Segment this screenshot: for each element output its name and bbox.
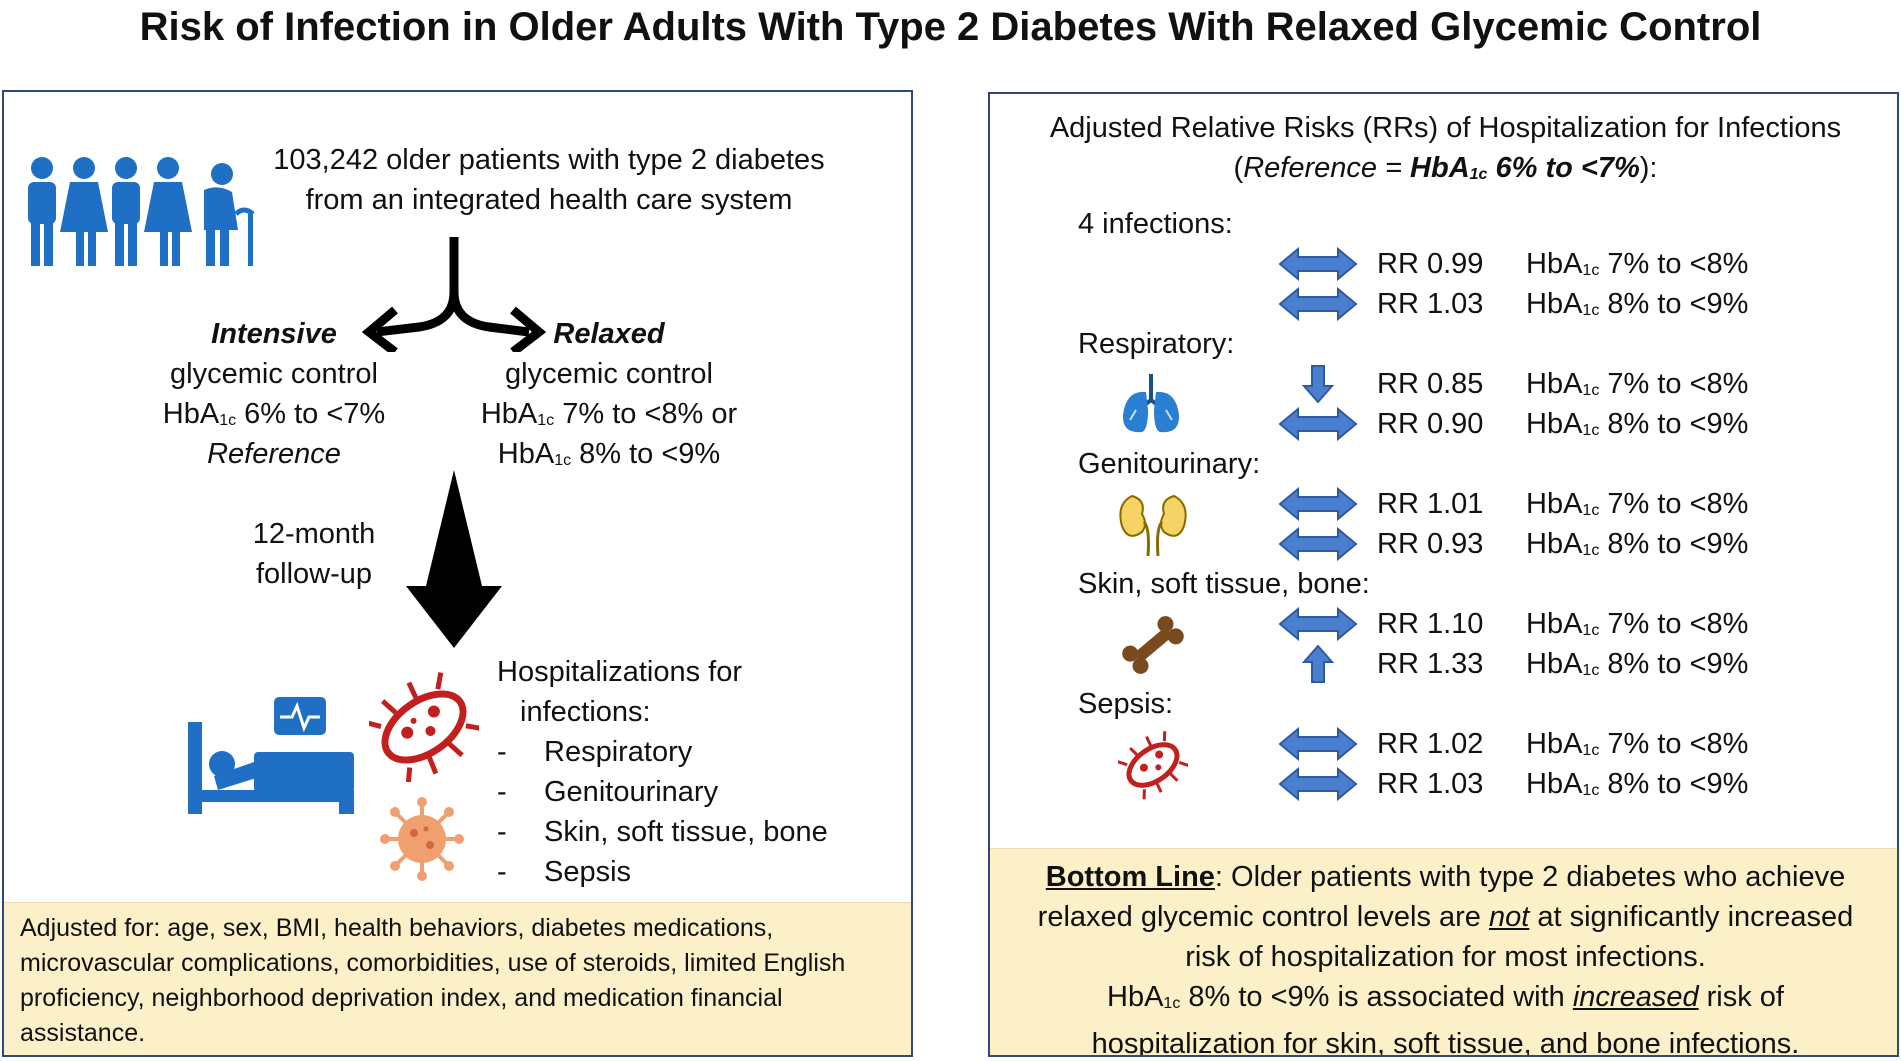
- outcome-genitourinary: Genitourinary: [544, 776, 719, 808]
- outcome-bullet: -: [497, 856, 507, 888]
- hba1c-level: HbA1c 8% to <9%: [1526, 408, 1749, 440]
- rr-value: RR 1.10: [1377, 608, 1484, 640]
- rr-value: RR 1.03: [1377, 288, 1484, 320]
- hba1c-level: HbA1c 8% to <9%: [1526, 528, 1749, 560]
- population-line-2: from an integrated health care system: [305, 184, 793, 216]
- page-title: Risk of Infection in Older Adults With T…: [139, 5, 1762, 49]
- rr-value: RR 1.03: [1377, 768, 1484, 800]
- double-arrow-icon: [1278, 486, 1358, 522]
- intensive-reference: Reference: [207, 438, 341, 470]
- branch-arrow-icon: [361, 237, 547, 352]
- hba1c-level: HbA1c 8% to <9%: [1526, 648, 1749, 680]
- outcome-respiratory: Respiratory: [544, 736, 693, 768]
- intensive-hba1c: HbA1c 6% to <7%: [162, 398, 386, 430]
- intensive-label: Intensive: [211, 318, 337, 350]
- bone-icon: [1122, 616, 1184, 674]
- relaxed-line-1: glycemic control: [505, 358, 713, 390]
- hospital-bed-icon: [188, 722, 354, 814]
- rr-value: RR 0.99: [1377, 248, 1484, 280]
- group-name: Skin, soft tissue, bone:: [1078, 568, 1370, 600]
- rr-value: RR 0.85: [1377, 368, 1484, 400]
- results-panel: Adjusted Relative Risks (RRs) of Hospita…: [988, 92, 1899, 1057]
- double-arrow-icon: [1278, 726, 1358, 762]
- double-arrow-icon: [1278, 286, 1358, 322]
- intensive-line-1: glycemic control: [170, 358, 378, 390]
- lungs-icon: [1122, 374, 1180, 433]
- outcome-bullet: -: [497, 776, 507, 808]
- population-line-1: 103,242 older patients with type 2 diabe…: [273, 144, 825, 176]
- hba1c-level: HbA1c 8% to <9%: [1526, 768, 1749, 800]
- double-arrow-icon: [1278, 406, 1358, 442]
- hba1c-level: HbA1c 7% to <8%: [1526, 368, 1749, 400]
- relaxed-hba1c-1: HbA1c 7% to <8% or: [480, 398, 738, 430]
- double-arrow-icon: [1278, 766, 1358, 802]
- hba1c-level: HbA1c 7% to <8%: [1526, 488, 1749, 520]
- rr-value: RR 1.01: [1377, 488, 1484, 520]
- hba1c-level: HbA1c 7% to <8%: [1526, 728, 1749, 760]
- heart-monitor-icon: [274, 697, 326, 735]
- double-arrow-icon: [1278, 606, 1358, 642]
- relaxed-label: Relaxed: [553, 318, 665, 350]
- rr-value: RR 1.33: [1377, 648, 1484, 680]
- virus-icon: [380, 797, 464, 881]
- hba1c-level: HbA1c 7% to <8%: [1526, 608, 1749, 640]
- results-heading-1: Adjusted Relative Risks (RRs) of Hospita…: [1049, 112, 1842, 144]
- results-heading-2: (Reference = HbA1c 6% to <7%):: [1233, 152, 1658, 184]
- group-name: Respiratory:: [1078, 328, 1235, 360]
- study-design-panel: 103,242 older patients with type 2 diabe…: [2, 90, 913, 1057]
- bottom-line-text: Bottom Line: Older patients with type 2 …: [1037, 861, 1854, 1057]
- outcome-bullet: -: [497, 816, 507, 848]
- relaxed-hba1c-2: HbA1c 8% to <9%: [497, 438, 721, 470]
- adjusted-for-text: Adjusted for: age, sex, BMI, health beha…: [20, 914, 846, 1047]
- hba1c-level: HbA1c 8% to <9%: [1526, 288, 1749, 320]
- hba1c-level: HbA1c 7% to <8%: [1526, 248, 1749, 280]
- outcomes-title-2: infections:: [520, 696, 651, 728]
- outcome-sepsis: Sepsis: [544, 856, 632, 888]
- outcome-skin: Skin, soft tissue, bone: [544, 816, 828, 848]
- rr-value: RR 1.02: [1377, 728, 1484, 760]
- rr-value: RR 0.93: [1377, 528, 1484, 560]
- outcomes-title-1: Hospitalizations for: [497, 656, 742, 688]
- double-arrow-icon: [1278, 526, 1358, 562]
- group-name: Genitourinary:: [1078, 448, 1261, 480]
- outcome-bullet: -: [497, 736, 507, 768]
- followup-line-2: follow-up: [255, 558, 373, 590]
- up-arrow-icon: [1301, 644, 1335, 683]
- adjusted-for-box: Adjusted for: age, sex, BMI, health beha…: [4, 902, 911, 1055]
- sepsis-bacteria-icon: [1118, 731, 1188, 800]
- bottom-line-box: Bottom Line: Older patients with type 2 …: [990, 848, 1897, 1055]
- double-arrow-icon: [1278, 246, 1358, 282]
- group-name: Sepsis:: [1078, 688, 1174, 720]
- kidneys-icon: [1119, 494, 1187, 557]
- followup-line-1: 12-month: [252, 518, 376, 550]
- down-arrow-icon: [406, 470, 502, 648]
- people-icon: [28, 157, 255, 266]
- group-name: 4 infections:: [1078, 208, 1233, 240]
- bacteria-icon: [369, 672, 479, 782]
- rr-value: RR 0.90: [1377, 408, 1484, 440]
- down-arrow-icon: [1301, 365, 1335, 404]
